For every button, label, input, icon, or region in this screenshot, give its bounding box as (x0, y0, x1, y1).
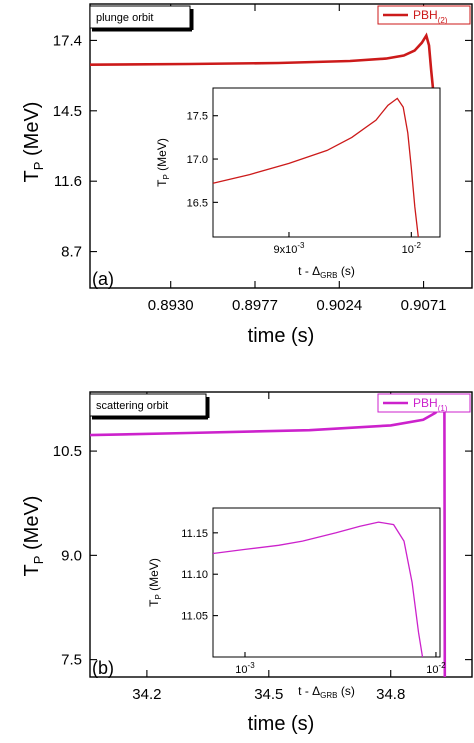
inset-x-axis-subscript: GRB (320, 271, 337, 280)
inset-y-tick-label: 11.10 (181, 569, 208, 581)
legend-name: PBH (413, 8, 438, 22)
y-axis-unit: (MeV) (21, 496, 43, 556)
legend-box (377, 5, 471, 25)
inset-y-axis-label: TP (MeV) (155, 138, 171, 187)
inset-y-axis-unit: (MeV) (147, 558, 161, 594)
plot-frame (89, 3, 473, 289)
inset-x-tick-base: 10 (402, 244, 414, 256)
inset-x-tick-label: 10-3 (235, 661, 255, 676)
inset-x-tick-label: 10-2 (426, 661, 446, 676)
inset-x-axis-label: t - ΔGRB (s) (298, 264, 355, 280)
inset-y-axis-symbol: T (155, 179, 169, 187)
inset-x-tick-exponent: -2 (439, 661, 447, 670)
panel-letter: (b) (92, 658, 114, 678)
legend-subscript: (2) (438, 16, 448, 25)
inset-x-tick-exponent: -3 (297, 241, 305, 250)
inset-y-axis-subscript: P (162, 174, 171, 179)
panel-letter: (a) (92, 269, 114, 289)
inset-y-axis-subscript: P (154, 594, 163, 599)
inset-frame (212, 507, 441, 658)
inset-x-tick-exponent: -2 (414, 241, 422, 250)
x-tick-label: 34.8 (376, 686, 405, 703)
orbit-label: plunge orbit (96, 12, 154, 24)
inset-x-axis-symbol: t - Δ (298, 264, 320, 278)
inset-x-tick-base: 10 (426, 664, 438, 676)
inset-y-tick-label: 17.5 (187, 111, 208, 123)
orbit-tag-box (89, 5, 191, 29)
legend-name: PBH (413, 396, 438, 410)
y-axis-unit: (MeV) (21, 102, 43, 162)
orbit-tag-box (89, 393, 207, 417)
legend-label: PBH(2) (413, 8, 448, 25)
inset-y-axis-symbol: T (147, 599, 161, 607)
series-line (89, 398, 447, 678)
legend-label: PBH(1) (413, 396, 448, 413)
inset-y-axis-unit: (MeV) (155, 138, 169, 174)
y-tick-label: 7.5 (61, 652, 82, 669)
panel-a: 0.8930 0.8977 0.9024 0.9071 8.7 11.6 14.5 17.4 t… (21, 3, 473, 347)
plot-frame (89, 391, 473, 678)
inset-y-tick-label: 11.15 (181, 528, 208, 540)
inset-y-axis-label: TP (MeV) (147, 558, 163, 607)
x-tick-label: 0.8977 (232, 297, 278, 314)
y-axis-subscript: P (31, 556, 46, 565)
series-line (89, 32, 440, 124)
y-tick-label: 11.6 (54, 173, 82, 190)
y-tick-label: 17.4 (53, 32, 82, 49)
legend-box (377, 393, 471, 413)
inset-x-axis-unit: (s) (338, 684, 355, 698)
inset-x-axis-unit: (s) (338, 264, 355, 278)
x-tick-label: 34.2 (132, 686, 161, 703)
y-tick-label: 8.7 (61, 244, 82, 261)
inset-x-tick-base: 10 (235, 664, 247, 676)
inset-y-tick-label: 11.05 (181, 611, 208, 623)
y-tick-label: 14.5 (53, 103, 82, 120)
y-axis-subscript: P (31, 162, 46, 171)
x-tick-label: 0.9071 (401, 297, 447, 314)
inset-frame (212, 87, 441, 238)
legend-subscript: (1) (438, 404, 448, 413)
inset-series-line (212, 521, 424, 658)
orbit-label: scattering orbit (96, 400, 168, 412)
inset-x-tick-label: 10-2 (402, 241, 422, 256)
inset-y-tick-label: 17.0 (187, 154, 208, 166)
y-axis-symbol: T (21, 170, 43, 182)
y-axis-label: TP (MeV) (21, 496, 46, 577)
y-axis-symbol: T (21, 564, 43, 576)
inset-x-axis-symbol: t - Δ (298, 684, 320, 698)
inset-series-line (212, 97, 419, 238)
inset-x-axis-label: t - ΔGRB (s) (298, 684, 355, 700)
x-tick-label: 0.8930 (148, 297, 194, 314)
inset-y-tick-label: 16.5 (187, 197, 208, 209)
x-axis-label: time (s) (248, 713, 315, 735)
inset-x-axis-subscript: GRB (320, 691, 337, 700)
inset-x-tick-exponent: -3 (248, 661, 256, 670)
y-tick-label: 10.5 (53, 443, 82, 460)
x-tick-label: 34.5 (254, 686, 283, 703)
inset-x-tick-label: 9x10-3 (273, 241, 305, 256)
inset-x-tick-base: 9x10 (273, 244, 297, 256)
y-axis-label: TP (MeV) (21, 102, 46, 183)
x-tick-label: 0.9024 (316, 297, 362, 314)
x-axis-label: time (s) (248, 325, 315, 347)
y-tick-label: 9.0 (61, 547, 82, 564)
